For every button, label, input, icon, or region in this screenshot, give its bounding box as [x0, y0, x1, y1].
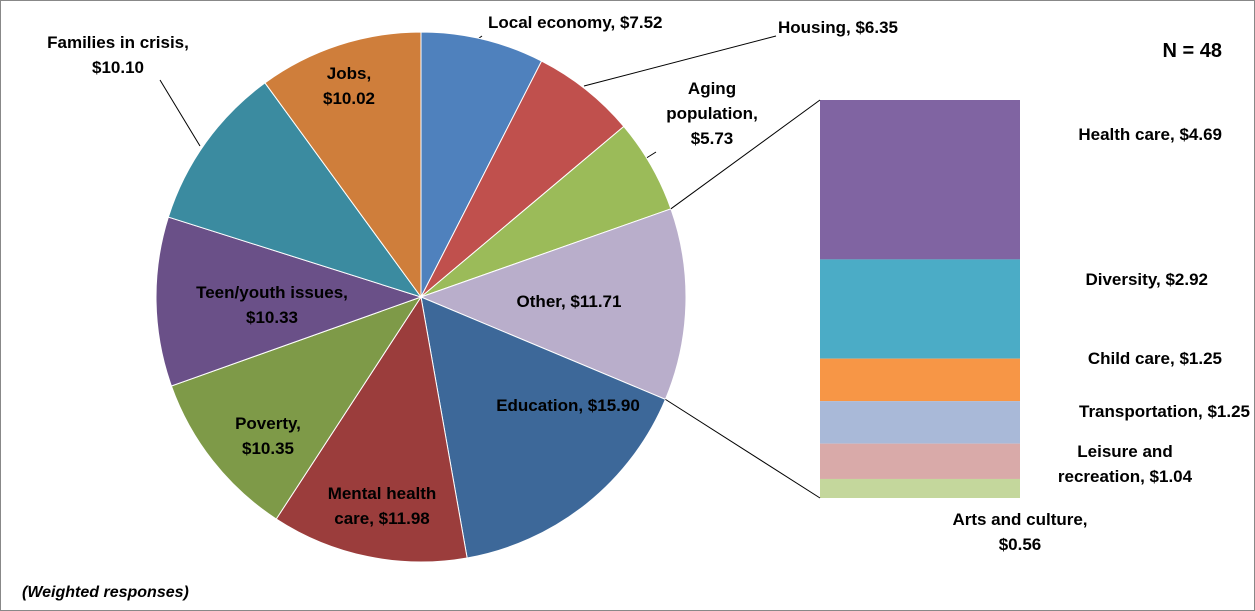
leader-line — [159, 79, 201, 147]
data-label: Teen/youth issues, $10.33 — [196, 283, 348, 327]
data-label: Poverty, $10.35 — [235, 414, 301, 458]
connector-line — [670, 99, 821, 210]
bar-segment — [820, 358, 1020, 402]
connector-line — [665, 398, 821, 499]
data-label: Other, $11.71 — [517, 292, 622, 311]
bar-segment — [820, 443, 1020, 479]
data-label: Mental health care, $11.98 — [328, 484, 437, 528]
data-label: Local economy, $7.52 — [488, 13, 662, 32]
data-label: Transportation, $1.25 — [1079, 402, 1250, 421]
data-label: Diversity, $2.92 — [1085, 270, 1208, 289]
pie-slice — [419, 208, 687, 401]
sample-size: N = 48 — [1163, 40, 1222, 62]
pie-slice — [420, 296, 667, 559]
data-label: Education, $15.90 — [496, 396, 640, 415]
bar-segment — [820, 401, 1020, 444]
pie-slice — [167, 82, 423, 298]
pie-slice — [155, 216, 423, 387]
footnote: (Weighted responses) — [22, 584, 189, 601]
data-label: Arts and culture, $0.56 — [952, 510, 1087, 554]
data-label: Leisure and recreation, $1.04 — [1058, 442, 1193, 486]
data-label: Aging population, $5.73 — [666, 79, 758, 148]
leader-line — [583, 35, 777, 87]
data-label: Families in crisis, $10.10 — [47, 33, 189, 77]
data-label: Jobs, $10.02 — [323, 64, 375, 108]
pie-slice — [275, 295, 468, 563]
pie-slice — [170, 296, 423, 520]
data-label: Child care, $1.25 — [1088, 349, 1222, 368]
bar-segment — [820, 259, 1020, 359]
bar-segment — [820, 478, 1020, 498]
data-label: Health care, $4.69 — [1078, 125, 1222, 144]
pie-slice — [264, 31, 422, 299]
data-label: Housing, $6.35 — [778, 18, 898, 37]
bar-segment — [820, 100, 1020, 260]
pie-slice — [420, 31, 543, 298]
